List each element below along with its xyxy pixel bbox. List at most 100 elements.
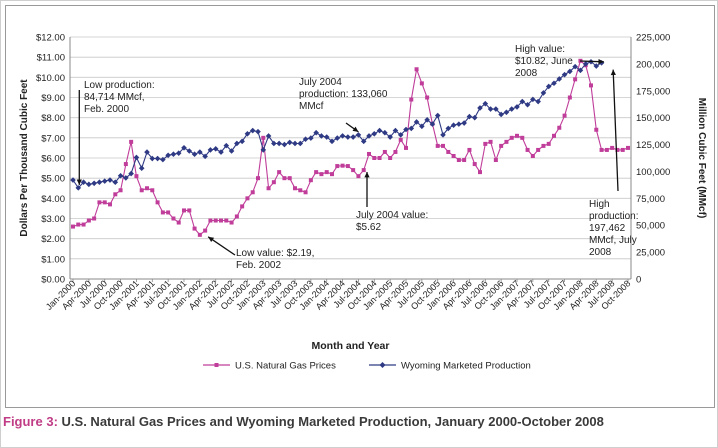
y-right-tick-label: 125,000 — [636, 140, 670, 151]
chart-svg: $0.00 $1.00 $2.00 $3.00 $4.00 $5.00 $6.00 $7.00… — [19, 33, 707, 372]
production-series-point — [302, 136, 309, 142]
production-series-point — [86, 181, 92, 188]
price-series-point — [525, 147, 530, 152]
annotation-july2004-production: July 2004 — [299, 77, 342, 88]
production-series-point — [223, 142, 230, 149]
production-series-point — [149, 155, 156, 162]
annotation-low-production: Feb. 2000 — [84, 104, 129, 115]
production-series-point — [128, 170, 134, 177]
production-series-point — [424, 117, 430, 123]
price-series-point — [118, 188, 123, 193]
price-series-point — [499, 143, 504, 148]
production-series-point — [249, 127, 256, 134]
price-series-point — [356, 174, 361, 179]
production-series-point — [186, 148, 193, 154]
production-series-point — [524, 101, 531, 108]
caption-title: U.S. Natural Gas Prices and Wyoming Mark… — [61, 414, 604, 429]
price-series-point — [345, 164, 350, 169]
price-series-point — [472, 162, 477, 167]
legend-production-label: Wyoming Marketed Production — [401, 361, 531, 372]
price-series-point — [504, 139, 509, 144]
price-series-point — [271, 180, 276, 185]
legend-price-swatch-marker — [214, 363, 219, 367]
production-series-point — [308, 135, 314, 141]
price-series-point — [398, 137, 403, 142]
production-series-point — [487, 106, 494, 112]
production-series-point — [360, 138, 367, 145]
price-series-point — [615, 147, 620, 152]
y-right-tick-label: 175,000 — [636, 86, 670, 97]
annotation-july2004-production: MMcf — [299, 101, 324, 112]
production-series-point — [297, 140, 304, 147]
annotation-low-value: Feb. 2002 — [236, 260, 281, 271]
price-series-point — [377, 156, 382, 160]
annotation-low-value-arrow — [207, 236, 236, 256]
y-left-tick-label: $3.00 — [41, 214, 65, 225]
production-series-point — [138, 165, 145, 172]
y-left-axis-title: Dollars Per Thousand Cubic Feet — [19, 79, 30, 237]
price-series-point — [393, 149, 398, 154]
y-right-tick-label: 150,000 — [636, 113, 670, 124]
price-series-point — [123, 162, 128, 167]
price-series-point — [108, 202, 112, 207]
production-series-point — [545, 83, 552, 90]
production-series-point — [207, 147, 214, 153]
price-series-point — [425, 95, 430, 100]
production-series-point — [477, 105, 483, 111]
production-series-point — [112, 179, 119, 185]
price-series-point — [256, 176, 260, 181]
production-series-point — [202, 153, 208, 160]
price-series-point — [441, 143, 445, 148]
annotation-high-production: production: — [589, 211, 638, 222]
y-left-tick-label: $9.00 — [41, 93, 65, 104]
production-series-point — [133, 154, 140, 161]
y-right-tick-label: 0 — [636, 275, 641, 286]
annotation-high-value-arrow-head — [598, 59, 604, 65]
production-series-point — [551, 80, 557, 87]
production-series-point — [339, 133, 346, 139]
price-series-point — [166, 210, 171, 215]
price-series-point — [319, 172, 324, 177]
y-right-tick-label: 50,000 — [636, 221, 665, 232]
annotation-low-value: Low value: $2.19, — [236, 248, 314, 259]
price-series-point — [176, 220, 181, 225]
price-series-point — [367, 151, 371, 156]
production-series-point — [503, 109, 510, 116]
production-series-point — [482, 100, 489, 107]
price-series-point — [287, 176, 292, 181]
price-series-point — [372, 156, 377, 160]
production-series-point — [334, 135, 341, 141]
price-series-point — [435, 143, 440, 148]
price-series-point — [86, 218, 91, 223]
y-right-tick-label: 200,000 — [636, 59, 670, 70]
annotation-high-production: MMcf, July — [589, 235, 637, 246]
production-series-point — [355, 132, 362, 138]
y-left-tick-label: $10.00 — [36, 73, 65, 84]
price-series-point — [192, 226, 197, 231]
production-series-point — [286, 139, 293, 146]
y-left-tick-label: $5.00 — [41, 174, 65, 185]
price-series-point — [340, 163, 345, 168]
annotation-low-production: 84,714 MMcf, — [84, 92, 145, 103]
production-series-point — [234, 140, 240, 147]
production-series-point — [371, 131, 378, 137]
price-series-point — [541, 143, 546, 148]
production-series-point — [577, 67, 584, 74]
production-series-point — [239, 138, 245, 145]
annotation-high-production-arrow-head — [610, 69, 616, 76]
price-series-point — [213, 218, 218, 223]
annotation-high-value: $10.82, June — [515, 56, 573, 67]
production-series-point — [572, 63, 578, 70]
price-series-point — [589, 83, 593, 88]
y-left-tick-label: $6.00 — [41, 154, 65, 165]
price-series-point — [293, 186, 297, 191]
production-series-point — [440, 132, 446, 138]
price-series-point — [451, 153, 456, 158]
price-series-point — [261, 135, 266, 140]
price-series-point — [610, 145, 615, 150]
price-series-point — [604, 147, 609, 152]
annotation-july2004-value-arrow-head — [364, 172, 370, 178]
production-series-point — [397, 132, 404, 138]
annotation-july2004-value: July 2004 value: — [356, 210, 428, 221]
